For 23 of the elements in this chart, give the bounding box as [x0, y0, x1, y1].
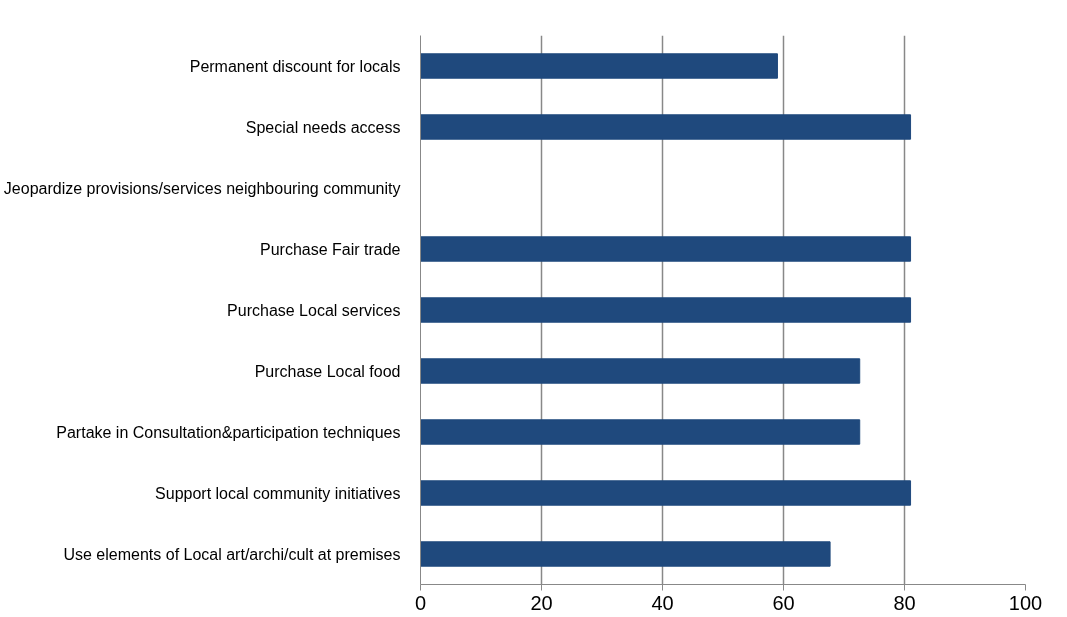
x-tick-label: 80 [893, 591, 916, 614]
bar [420, 480, 912, 506]
x-tick-label: 40 [651, 591, 674, 614]
y-tick-label: Partake in Consultation&participation techniques [56, 423, 401, 441]
y-tick-label: Special needs access [245, 118, 401, 136]
y-tick-label: Support local community initiatives [155, 484, 401, 502]
bar [420, 236, 912, 262]
y-tick-label: Permanent discount for locals [189, 57, 401, 75]
bar [420, 419, 861, 445]
bar [420, 53, 778, 79]
y-tick-label: Purchase Local services [227, 301, 401, 319]
x-tick-label: 20 [530, 591, 553, 614]
y-tick-label: Jeopardize provisions/services neighbouring community [3, 179, 401, 197]
bar [420, 114, 912, 140]
bar [420, 297, 912, 323]
x-tick-label: 0 [414, 591, 427, 614]
y-tick-label: Use elements of Local art/archi/cult at premises [63, 545, 401, 563]
x-tick-label: 100 [1008, 591, 1043, 614]
bar [420, 541, 831, 567]
bar [420, 358, 861, 384]
y-tick-label: Purchase Local food [254, 362, 401, 380]
y-tick-label: Purchase Fair trade [259, 240, 401, 258]
x-tick-label: 60 [772, 591, 795, 614]
